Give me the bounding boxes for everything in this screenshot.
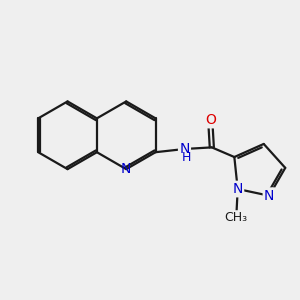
Text: O: O: [205, 113, 216, 127]
Text: N: N: [264, 189, 274, 203]
Text: N: N: [121, 162, 131, 176]
Text: CH₃: CH₃: [225, 212, 248, 224]
Text: H: H: [181, 151, 190, 164]
Text: N: N: [179, 142, 190, 156]
Text: N: N: [232, 182, 243, 196]
